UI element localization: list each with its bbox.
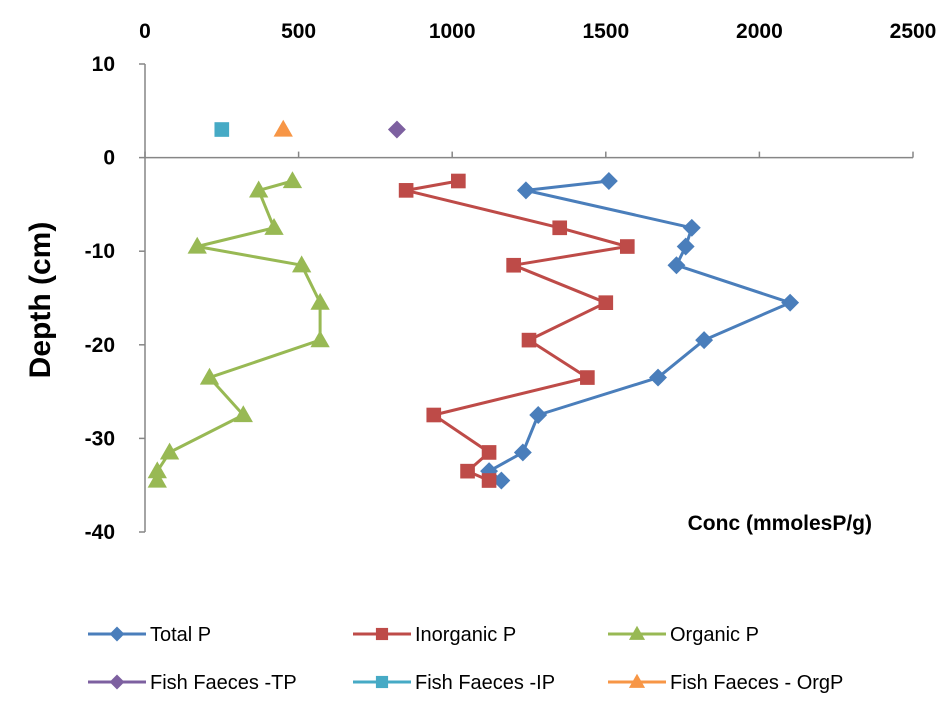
series-layer: [147, 119, 800, 490]
legend-marker: [375, 627, 389, 641]
data-point: [273, 119, 293, 137]
y-tick-label: -30: [85, 427, 115, 450]
legend-item: Total P: [88, 624, 211, 646]
legend-label: Organic P: [670, 624, 759, 646]
data-point: [506, 257, 521, 273]
y-tick-labels: 10 0 -10 -20 -30 -40: [85, 53, 145, 544]
y-axis-title: Depth (cm): [24, 222, 57, 379]
data-point: [695, 331, 714, 350]
series-1: [398, 173, 635, 488]
y-tick-label: -40: [85, 521, 115, 544]
data-point: [310, 292, 330, 310]
data-point: [387, 120, 406, 139]
data-point: [159, 442, 180, 460]
series-5: [273, 119, 293, 137]
series-line: [487, 179, 792, 482]
series-4: [214, 122, 230, 137]
data-point: [451, 173, 466, 189]
x-tick-label: 2500: [890, 20, 937, 43]
series-0: [480, 172, 800, 490]
legend: Total P Inorganic P Organic P Fish Faeces -…: [88, 624, 843, 694]
data-point: [187, 236, 207, 254]
legend-item: Fish Faeces -TP: [88, 672, 297, 694]
data-point: [599, 172, 618, 190]
legend-marker: [628, 673, 646, 688]
data-point: [513, 443, 532, 462]
series-line: [155, 179, 322, 481]
y-tick-label: -10: [85, 240, 115, 263]
data-point: [214, 122, 230, 137]
data-point: [481, 473, 497, 488]
legend-label: Total P: [150, 624, 211, 646]
series-line: [404, 179, 629, 482]
x-axis-title: Conc (mmolesP/g): [688, 512, 872, 535]
data-point: [249, 180, 269, 198]
data-point: [676, 237, 695, 256]
legend-label: Inorganic P: [415, 624, 516, 646]
legend-item: Fish Faeces - OrgP: [608, 672, 843, 694]
legend-marker: [375, 675, 389, 689]
x-tick-label: 0: [139, 20, 151, 43]
legend-item: Inorganic P: [353, 624, 516, 646]
legend-label: Fish Faeces -IP: [415, 672, 555, 694]
data-point: [529, 406, 548, 424]
x-tick-label: 1500: [582, 20, 629, 43]
data-point: [282, 171, 303, 189]
series-2: [147, 171, 330, 488]
y-tick-label: -20: [85, 334, 115, 357]
data-point: [649, 368, 667, 387]
y-tick-label: 10: [92, 53, 115, 76]
data-point: [682, 218, 701, 237]
data-point: [233, 405, 253, 423]
data-point: [580, 370, 595, 385]
x-tick-label: 500: [281, 20, 316, 43]
legend-marker: [109, 674, 125, 690]
legend-item: Organic P: [608, 624, 759, 646]
data-point: [481, 445, 497, 460]
data-point: [264, 217, 284, 235]
y-tick-label: 0: [103, 147, 115, 170]
data-point: [598, 295, 614, 310]
data-point: [460, 463, 475, 479]
data-point: [426, 407, 442, 423]
legend-label: Fish Faeces - OrgP: [670, 672, 843, 694]
data-point: [398, 183, 414, 198]
axes: [144, 64, 913, 532]
data-point: [619, 239, 635, 254]
series-3: [387, 120, 406, 139]
data-point: [667, 256, 686, 275]
data-point: [147, 470, 167, 488]
legend-item: Fish Faeces -IP: [353, 672, 555, 694]
legend-marker: [628, 625, 646, 640]
legend-label: Fish Faeces -TP: [150, 672, 297, 694]
legend-marker: [109, 626, 125, 642]
data-point: [516, 181, 535, 200]
x-tick-label: 2000: [736, 20, 783, 43]
data-point: [292, 255, 312, 273]
data-point: [781, 293, 800, 312]
data-point: [552, 220, 568, 236]
x-tick-label: 1000: [429, 20, 476, 43]
data-point: [310, 330, 330, 348]
data-point: [521, 332, 537, 348]
data-point: [199, 367, 220, 385]
x-tick-labels: 0 500 1000 1500 2000 2500: [139, 20, 936, 158]
